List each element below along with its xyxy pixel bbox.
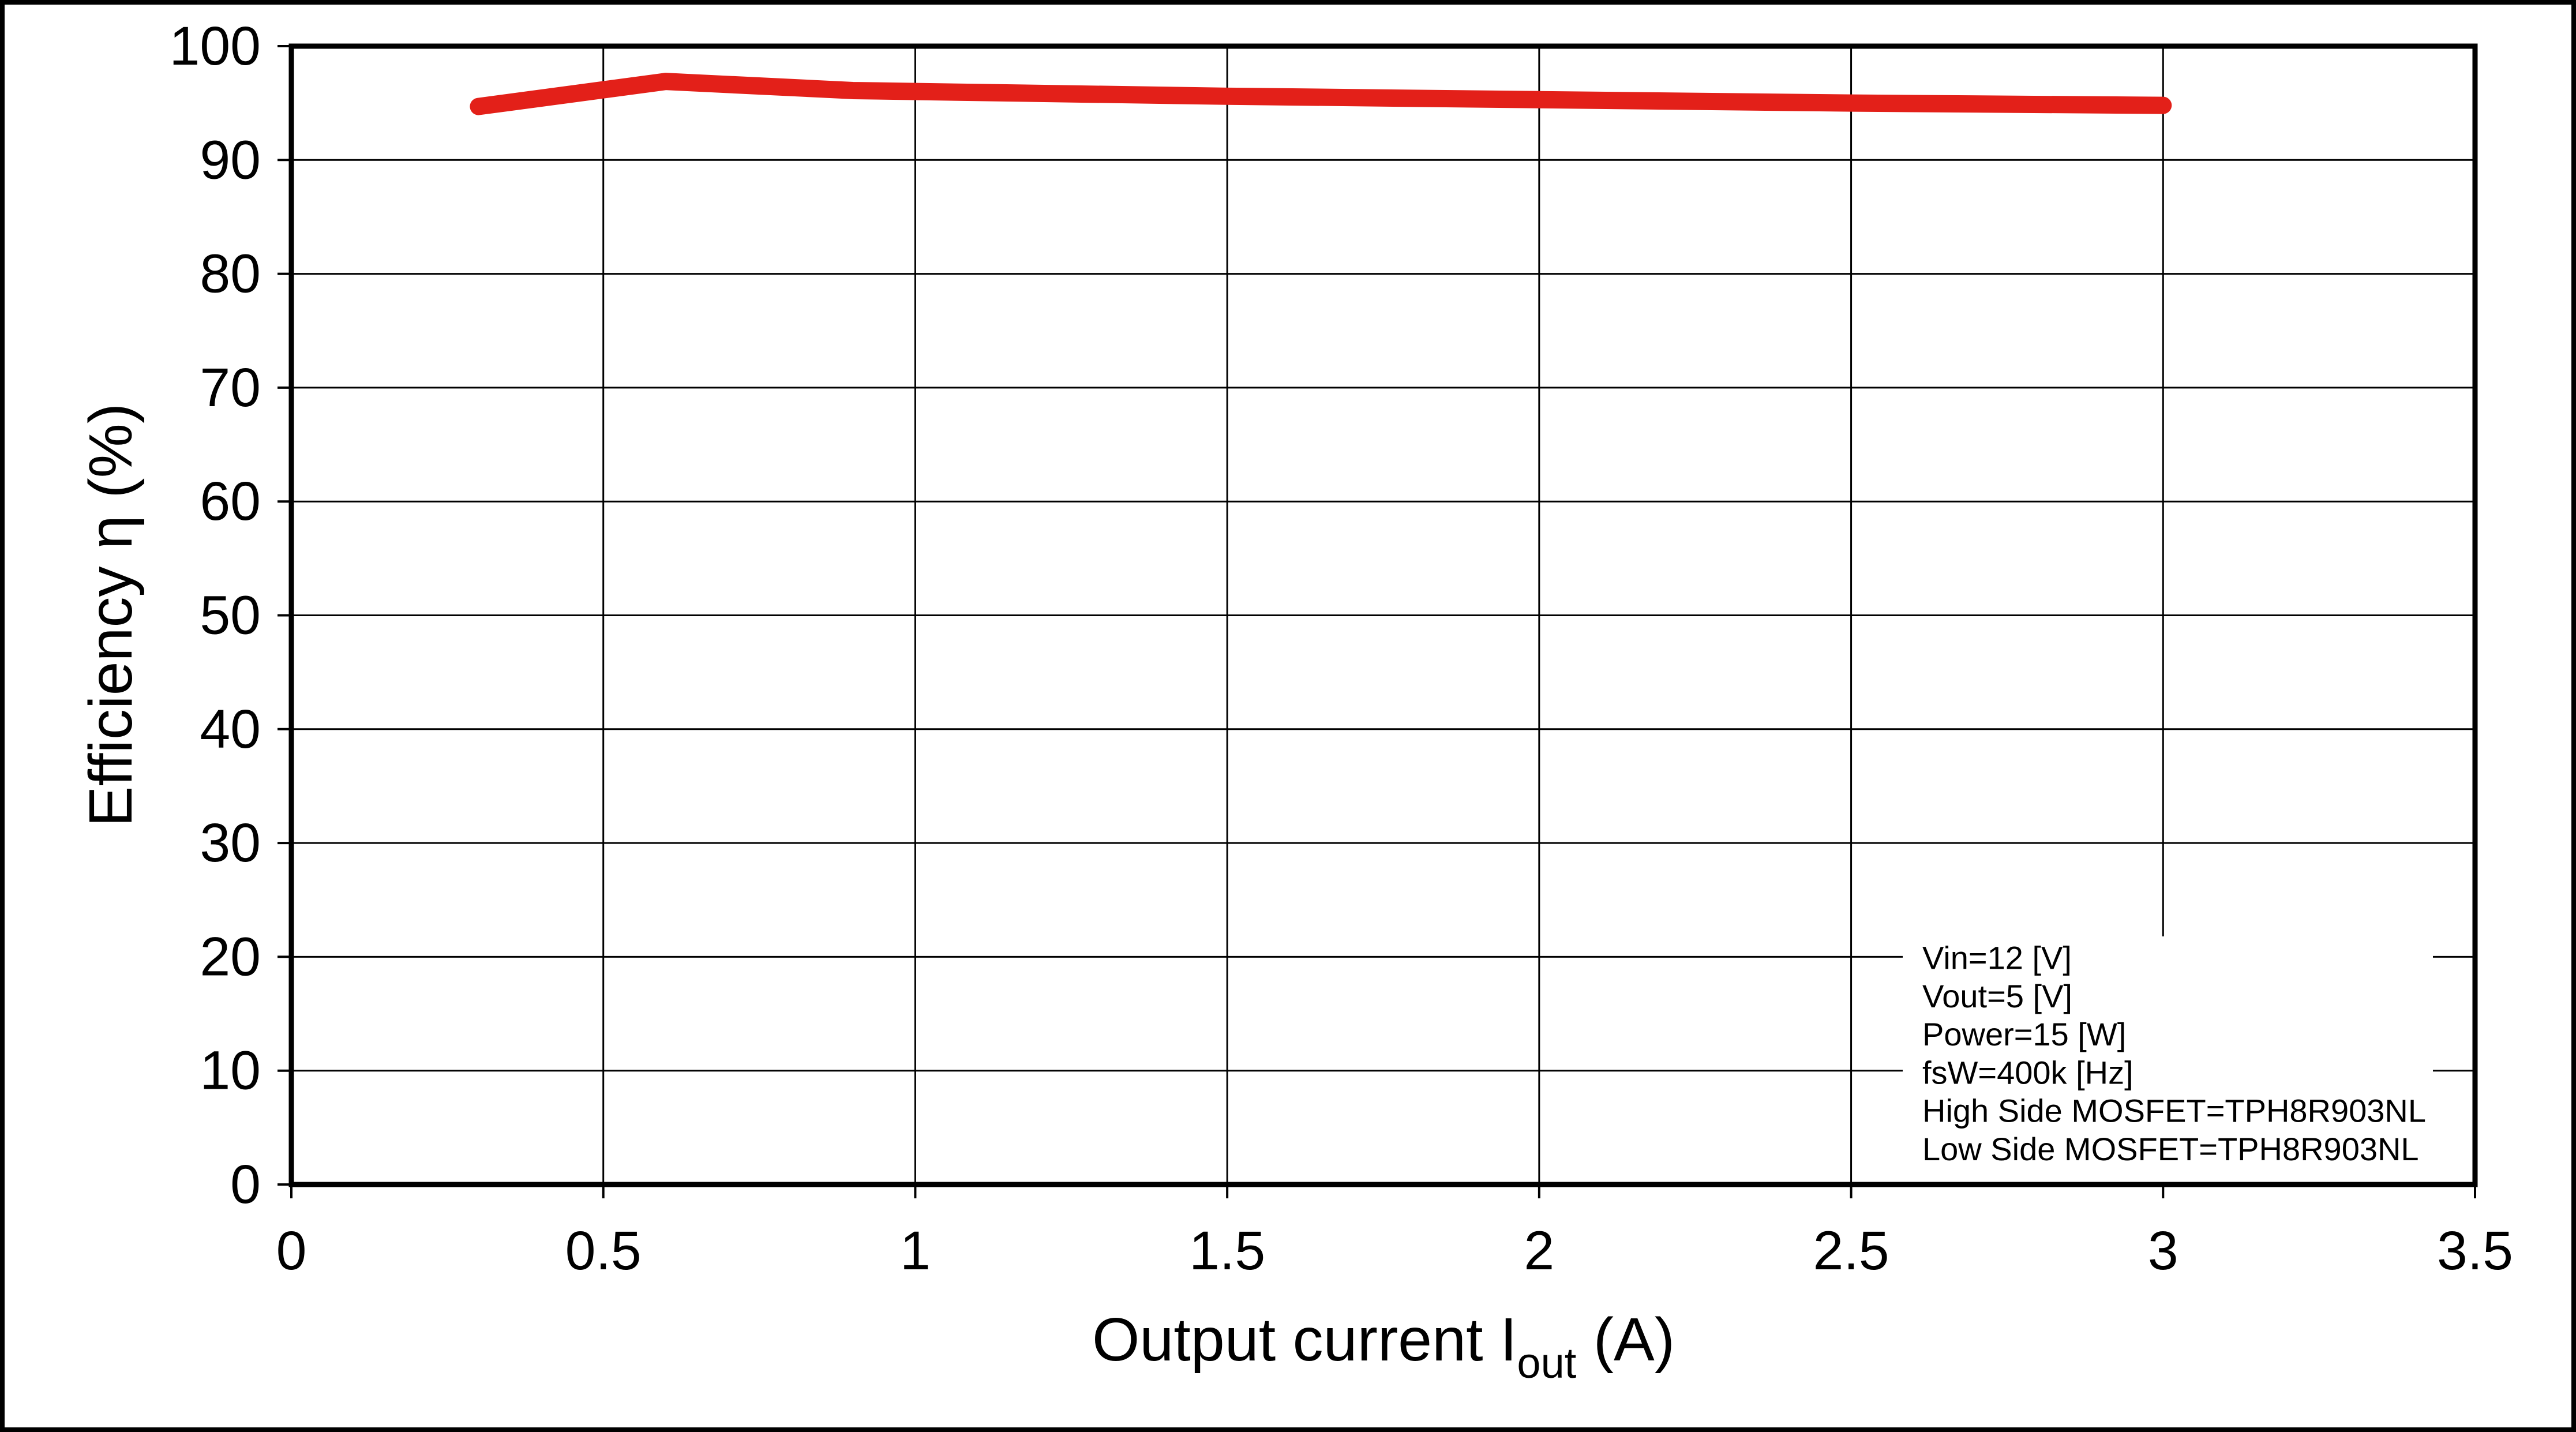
annotation-line: fsW=400k [Hz] bbox=[1922, 1054, 2133, 1090]
y-tick-label: 30 bbox=[200, 812, 261, 874]
y-tick-label: 10 bbox=[200, 1040, 261, 1101]
x-axis-title: Output current Iout (A) bbox=[1092, 1306, 1675, 1387]
annotation-line: High Side MOSFET=TPH8R903NL bbox=[1922, 1093, 2426, 1129]
x-tick-label: 3 bbox=[2148, 1220, 2178, 1281]
annotation-line: Low Side MOSFET=TPH8R903NL bbox=[1922, 1131, 2419, 1167]
y-axis-ticks bbox=[278, 45, 291, 1186]
x-tick-label: 0.5 bbox=[565, 1220, 642, 1281]
x-tick-label: 0 bbox=[276, 1220, 307, 1281]
x-axis-ticks bbox=[290, 1184, 2476, 1198]
x-tick-label: 1.5 bbox=[1189, 1220, 1265, 1281]
annotation-line: Power=15 [W] bbox=[1922, 1016, 2126, 1052]
x-tick-label: 3.5 bbox=[2437, 1220, 2513, 1281]
y-tick-label: 50 bbox=[200, 585, 261, 646]
efficiency-series-line bbox=[470, 73, 2172, 115]
efficiency-line bbox=[470, 73, 2172, 115]
y-tick-label: 0 bbox=[230, 1154, 261, 1215]
y-tick-label: 90 bbox=[200, 129, 261, 190]
annotation-background bbox=[1903, 936, 2433, 1184]
x-tick-label: 2 bbox=[1524, 1220, 1554, 1281]
x-axis-tick-labels: 0 0.5 1 1.5 2 2.5 3 3.5 bbox=[276, 1220, 2513, 1281]
y-tick-label: 20 bbox=[200, 926, 261, 987]
y-axis-tick-labels: 0 10 20 30 40 50 60 70 80 90 100 bbox=[169, 16, 261, 1215]
y-axis-title: Efficiency η (%) bbox=[77, 403, 145, 827]
y-tick-label: 70 bbox=[200, 357, 261, 418]
plot-gridlines bbox=[291, 46, 2475, 1184]
y-tick-label: 100 bbox=[169, 16, 261, 77]
annotation-line: Vout=5 [V] bbox=[1922, 978, 2072, 1014]
y-tick-label: 60 bbox=[200, 471, 261, 532]
x-tick-label: 1 bbox=[900, 1220, 931, 1281]
x-tick-label: 2.5 bbox=[1813, 1220, 1889, 1281]
annotation-line: Vin=12 [V] bbox=[1922, 940, 2072, 976]
annotation-box: Vin=12 [V]Vout=5 [V]Power=15 [W]fsW=400k… bbox=[1903, 936, 2433, 1184]
y-tick-label: 40 bbox=[200, 699, 261, 760]
y-tick-label: 80 bbox=[200, 243, 261, 305]
